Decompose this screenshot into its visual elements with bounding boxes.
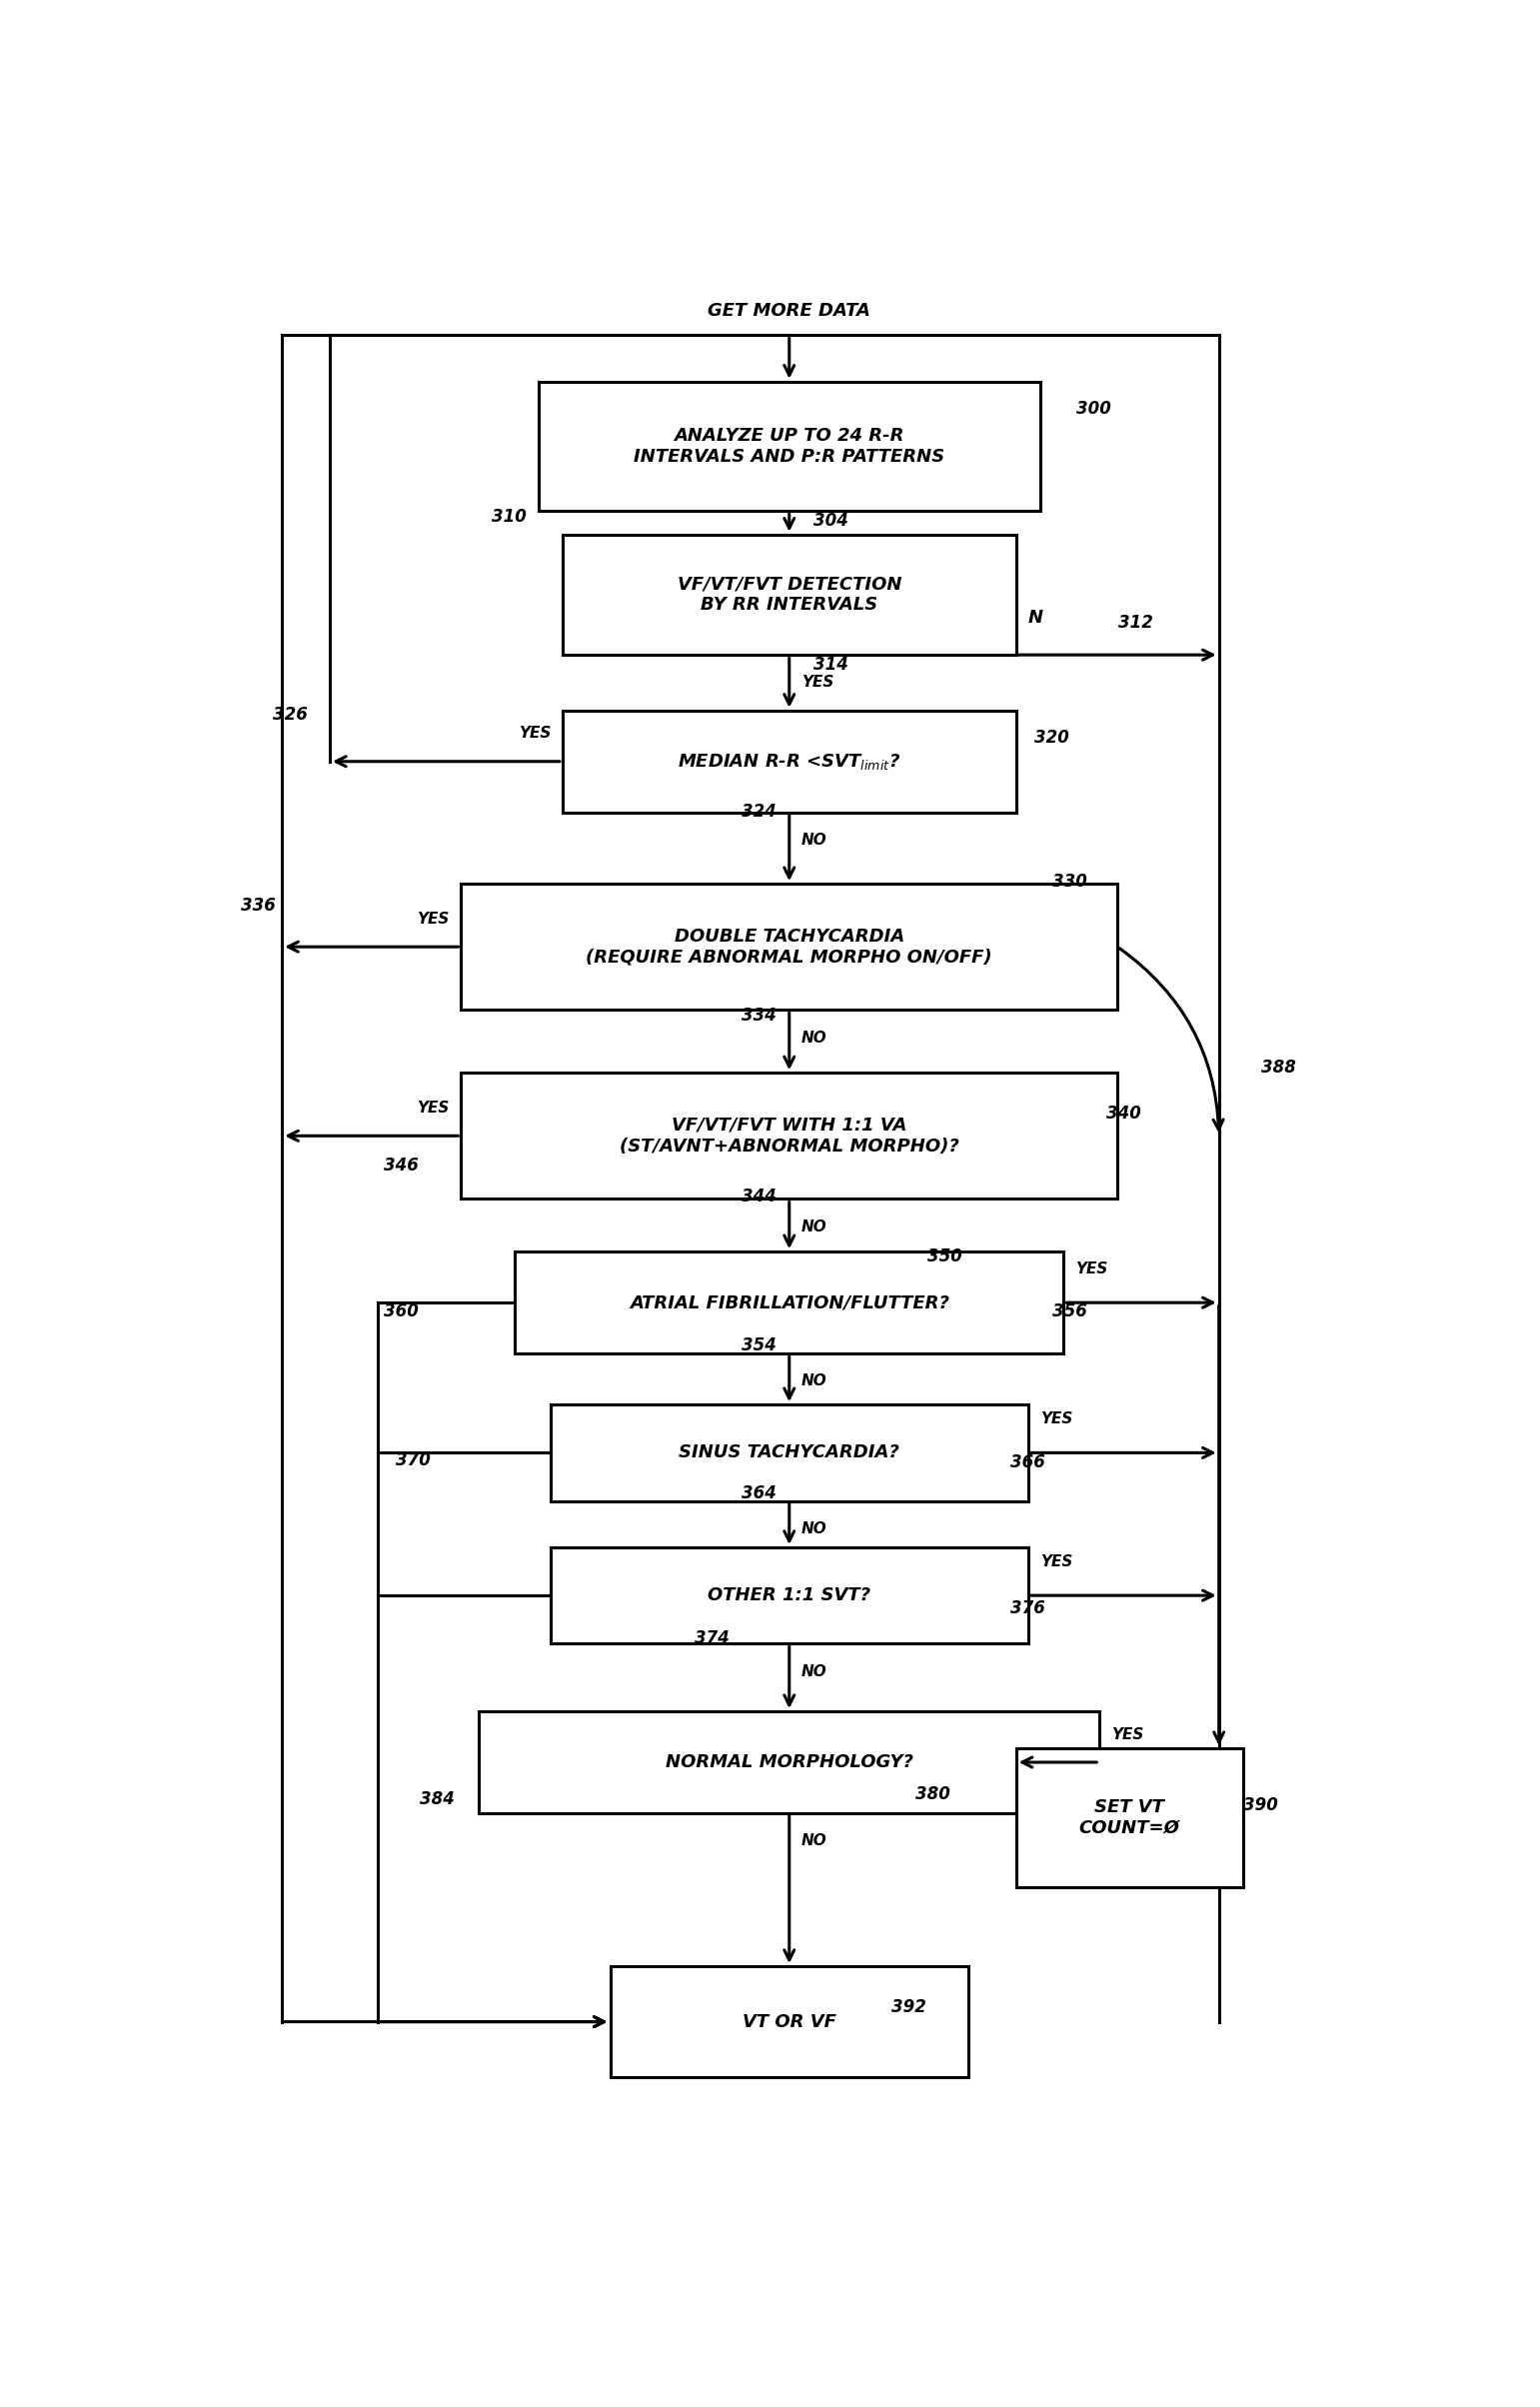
Text: VF/VT/FVT WITH 1:1 VA
(ST/AVNT+ABNORMAL MORPHO)?: VF/VT/FVT WITH 1:1 VA (ST/AVNT+ABNORMAL … — [619, 1117, 959, 1155]
Text: 356: 356 — [1052, 1302, 1087, 1321]
Text: 384: 384 — [420, 1791, 454, 1808]
Text: 346: 346 — [383, 1155, 419, 1175]
Text: SET VT
COUNT=Ø: SET VT COUNT=Ø — [1080, 1798, 1180, 1837]
Text: 336: 336 — [240, 898, 276, 915]
Text: 354: 354 — [742, 1336, 776, 1355]
FancyBboxPatch shape — [460, 1074, 1118, 1199]
Text: N: N — [1029, 609, 1043, 626]
FancyBboxPatch shape — [514, 1252, 1064, 1353]
Text: NORMAL MORPHOLOGY?: NORMAL MORPHOLOGY? — [665, 1752, 913, 1772]
FancyBboxPatch shape — [610, 1967, 969, 2077]
FancyBboxPatch shape — [562, 534, 1016, 655]
Text: GET MORE DATA: GET MORE DATA — [708, 303, 870, 320]
FancyBboxPatch shape — [551, 1548, 1029, 1644]
Text: YES: YES — [417, 1100, 450, 1114]
Text: 300: 300 — [1076, 400, 1110, 419]
Text: NO: NO — [801, 1521, 827, 1536]
Text: 304: 304 — [813, 513, 849, 530]
Text: 392: 392 — [892, 1998, 926, 2017]
Text: 366: 366 — [1010, 1454, 1046, 1471]
Text: 314: 314 — [813, 657, 849, 674]
Text: 310: 310 — [491, 508, 527, 525]
Text: 344: 344 — [742, 1189, 776, 1206]
Text: 324: 324 — [742, 802, 776, 821]
Text: NO: NO — [801, 833, 827, 847]
Text: YES: YES — [417, 912, 450, 927]
FancyBboxPatch shape — [539, 383, 1040, 510]
FancyBboxPatch shape — [460, 883, 1118, 1011]
Text: YES: YES — [1040, 1555, 1072, 1569]
Text: DOUBLE TACHYCARDIA
(REQUIRE ABNORMAL MORPHO ON/OFF): DOUBLE TACHYCARDIA (REQUIRE ABNORMAL MOR… — [587, 927, 992, 965]
Text: ANALYZE UP TO 24 R-R
INTERVALS AND P:R PATTERNS: ANALYZE UP TO 24 R-R INTERVALS AND P:R P… — [634, 426, 944, 467]
Text: 376: 376 — [1010, 1601, 1046, 1618]
Text: 388: 388 — [1261, 1059, 1297, 1076]
Text: 364: 364 — [742, 1485, 776, 1502]
Text: 340: 340 — [1106, 1105, 1141, 1122]
Text: YES: YES — [1040, 1413, 1072, 1427]
Text: 330: 330 — [1052, 874, 1087, 891]
Text: VT OR VF: VT OR VF — [742, 2012, 836, 2032]
Text: 370: 370 — [396, 1451, 431, 1468]
Text: 312: 312 — [1118, 614, 1153, 631]
FancyBboxPatch shape — [551, 1406, 1029, 1502]
FancyBboxPatch shape — [562, 710, 1016, 814]
Text: MEDIAN R-R <SVT$_{limit}$?: MEDIAN R-R <SVT$_{limit}$? — [678, 751, 901, 773]
Text: 380: 380 — [915, 1786, 950, 1803]
Text: OTHER 1:1 SVT?: OTHER 1:1 SVT? — [708, 1586, 870, 1605]
Text: VF/VT/FVT DETECTION
BY RR INTERVALS: VF/VT/FVT DETECTION BY RR INTERVALS — [678, 575, 901, 614]
Text: 374: 374 — [695, 1630, 728, 1646]
Text: 390: 390 — [1243, 1796, 1278, 1815]
Text: NO: NO — [801, 1220, 827, 1235]
Text: 350: 350 — [927, 1247, 962, 1266]
Text: NO: NO — [801, 1374, 827, 1389]
Text: NO: NO — [801, 1834, 827, 1849]
Text: SINUS TACHYCARDIA?: SINUS TACHYCARDIA? — [679, 1444, 899, 1461]
Text: 334: 334 — [742, 1006, 776, 1025]
Text: 326: 326 — [273, 705, 308, 725]
Text: NO: NO — [801, 1030, 827, 1045]
FancyBboxPatch shape — [479, 1711, 1100, 1812]
Text: NO: NO — [801, 1663, 827, 1680]
Text: YES: YES — [1112, 1726, 1144, 1743]
Text: YES: YES — [517, 727, 551, 741]
Text: ATRIAL FIBRILLATION/FLUTTER?: ATRIAL FIBRILLATION/FLUTTER? — [630, 1293, 949, 1312]
Text: YES: YES — [801, 676, 833, 691]
Text: 320: 320 — [1035, 729, 1069, 746]
FancyBboxPatch shape — [1016, 1747, 1243, 1887]
Text: YES: YES — [1075, 1261, 1109, 1276]
Text: 360: 360 — [383, 1302, 419, 1321]
